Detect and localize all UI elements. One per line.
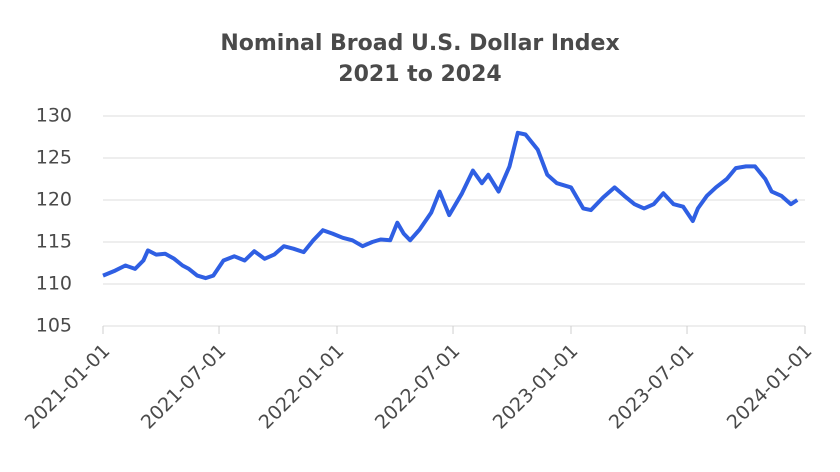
data-line	[102, 130, 799, 281]
y-tick-label: 105	[36, 315, 72, 337]
x-tick-label: 2023-01-01	[489, 340, 583, 434]
chart-subtitle: 2021 to 2024	[338, 62, 501, 87]
y-tick-label: 125	[36, 147, 72, 169]
x-tick-label: 2023-07-01	[605, 340, 699, 434]
y-tick-label: 110	[36, 273, 72, 295]
x-tick-label: 2022-07-01	[371, 340, 465, 434]
x-tick-label: 2022-01-01	[255, 340, 349, 434]
y-tick-label: 115	[36, 231, 72, 253]
x-tick-label: 2024-01-01	[723, 340, 817, 434]
chart-title: Nominal Broad U.S. Dollar Index	[220, 31, 619, 56]
y-tick-label: 130	[36, 105, 72, 127]
x-tick-label: 2021-07-01	[137, 340, 231, 434]
x-tick-label: 2021-01-01	[21, 340, 115, 434]
y-tick-label: 120	[36, 189, 72, 211]
